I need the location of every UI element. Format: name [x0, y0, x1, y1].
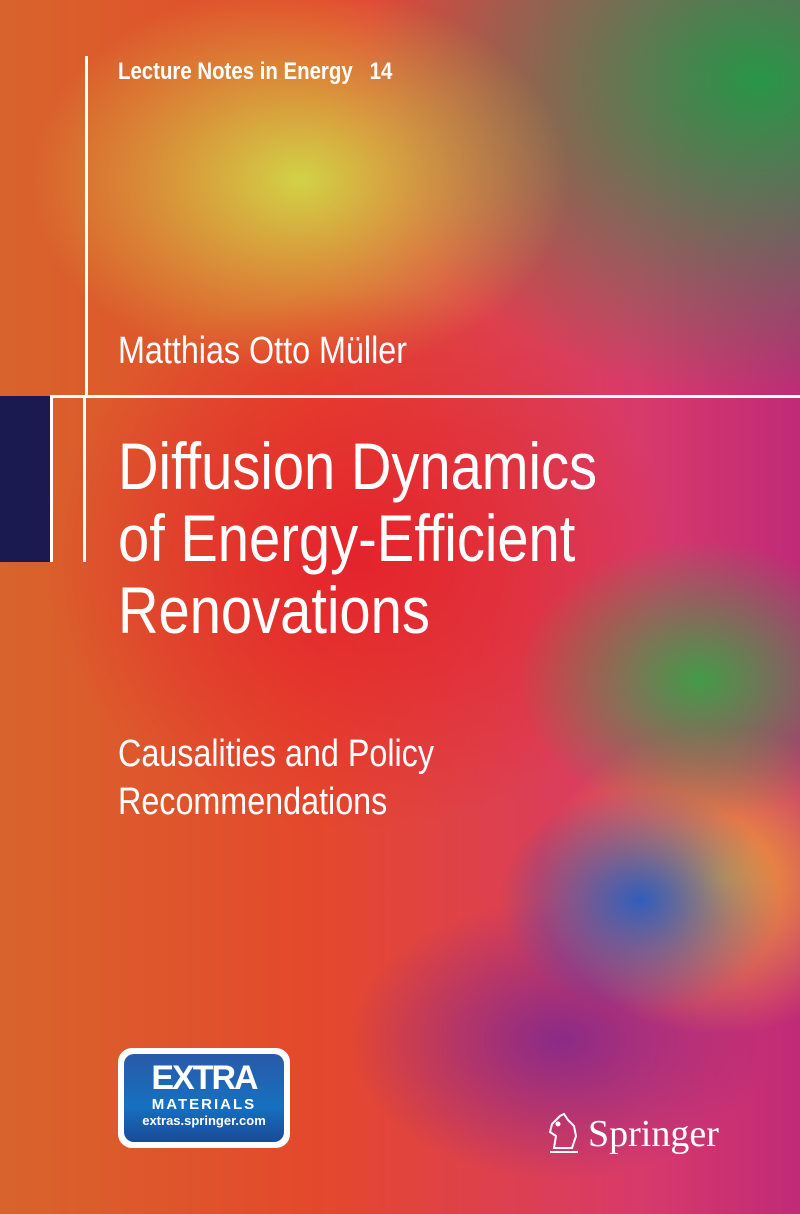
frame-block	[50, 396, 86, 562]
title-line: of Energy-Efficient	[118, 501, 576, 575]
navy-block	[0, 396, 50, 562]
publisher-logo: Springer	[546, 1112, 719, 1156]
badge-extra: EXTRA	[151, 1059, 258, 1097]
badge-materials: MATERIALS	[151, 1096, 257, 1113]
book-title: Diffusion Dynamics of Energy-Efficient R…	[118, 430, 597, 646]
title-line: Renovations	[118, 573, 430, 647]
springer-knight-icon	[548, 1112, 578, 1153]
book-subtitle: Causalities and Policy Recommendations	[118, 730, 434, 826]
vertical-rule	[85, 56, 88, 396]
subtitle-line: Recommendations	[118, 781, 388, 823]
title-line: Diffusion Dynamics	[118, 429, 598, 503]
series-label: Lecture Notes in Energy 14	[118, 58, 393, 85]
horizontal-rule	[50, 395, 800, 398]
publisher-name: Springer	[588, 1113, 719, 1155]
subtitle-line: Causalities and Policy	[118, 733, 434, 775]
series-volume: 14	[369, 58, 393, 85]
author: Matthias Otto Müller	[118, 330, 407, 372]
extra-materials-badge: EXTRA MATERIALS extras.springer.com	[118, 1048, 290, 1148]
badge-url: extras.springer.com	[142, 1113, 266, 1128]
